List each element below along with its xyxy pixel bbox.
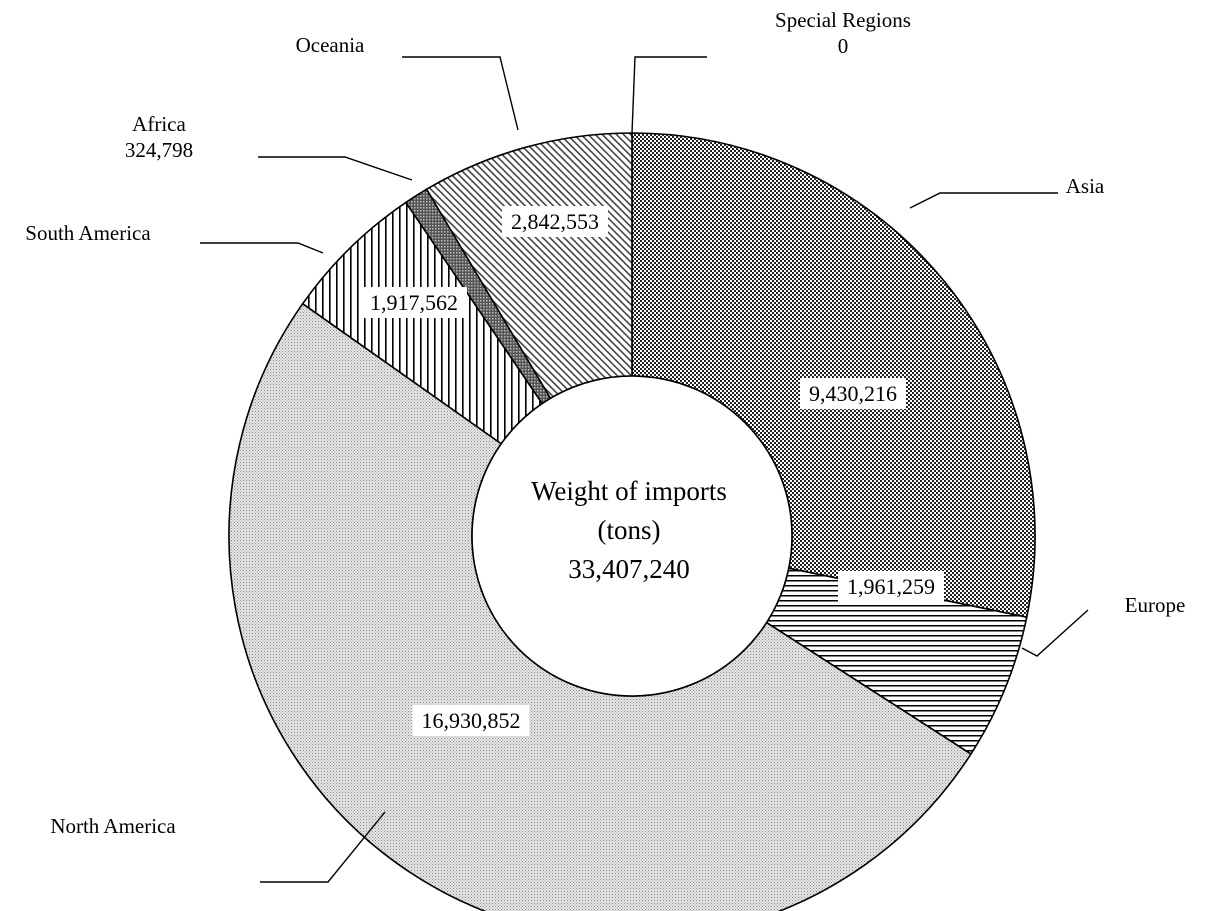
value-label-north-america: 16,930,852 — [412, 705, 530, 736]
svg-text:16,930,852: 16,930,852 — [422, 708, 521, 733]
svg-text:1,961,259: 1,961,259 — [847, 574, 935, 599]
value-label-oceania: 2,842,553 — [502, 206, 608, 237]
leader-line-europe — [1021, 609, 1089, 657]
category-labels: Asia Europe North America South America Afri… — [25, 8, 1185, 838]
category-label-south-america: South America — [25, 221, 151, 245]
category-label-oceania: Oceania — [296, 33, 365, 57]
center-title: Weight of imports — [531, 476, 727, 506]
center-total: 33,407,240 — [568, 554, 690, 584]
category-label-special-regions: Special Regions 0 — [775, 8, 911, 58]
leader-line-south-america — [200, 242, 324, 254]
svg-text:2,842,553: 2,842,553 — [511, 209, 599, 234]
leader-lines — [200, 56, 1089, 883]
center-label: Weight of imports (tons) 33,407,240 — [531, 476, 727, 584]
leader-line-oceania — [402, 56, 519, 131]
svg-text:1,917,562: 1,917,562 — [370, 290, 458, 315]
category-label-africa: Africa 324,798 — [125, 112, 193, 162]
donut-slices — [228, 132, 1036, 911]
value-label-asia: 9,430,216 — [800, 378, 906, 409]
value-label-south-america: 1,917,562 — [361, 287, 467, 318]
donut-hole — [471, 375, 793, 697]
leader-line-special-regions — [631, 56, 707, 134]
category-label-north-america: North America — [50, 814, 176, 838]
svg-text:9,430,216: 9,430,216 — [809, 381, 897, 406]
leader-line-asia — [909, 192, 1058, 209]
leader-line-north-america — [260, 811, 386, 883]
category-label-europe: Europe — [1125, 593, 1186, 617]
category-label-asia: Asia — [1066, 174, 1105, 198]
value-labels: 9,430,216 1,961,259 16,930,852 1,917,562 2,8… — [361, 206, 944, 736]
value-label-europe: 1,961,259 — [838, 571, 944, 602]
leader-line-africa — [258, 156, 413, 181]
center-unit: (tons) — [598, 515, 661, 545]
